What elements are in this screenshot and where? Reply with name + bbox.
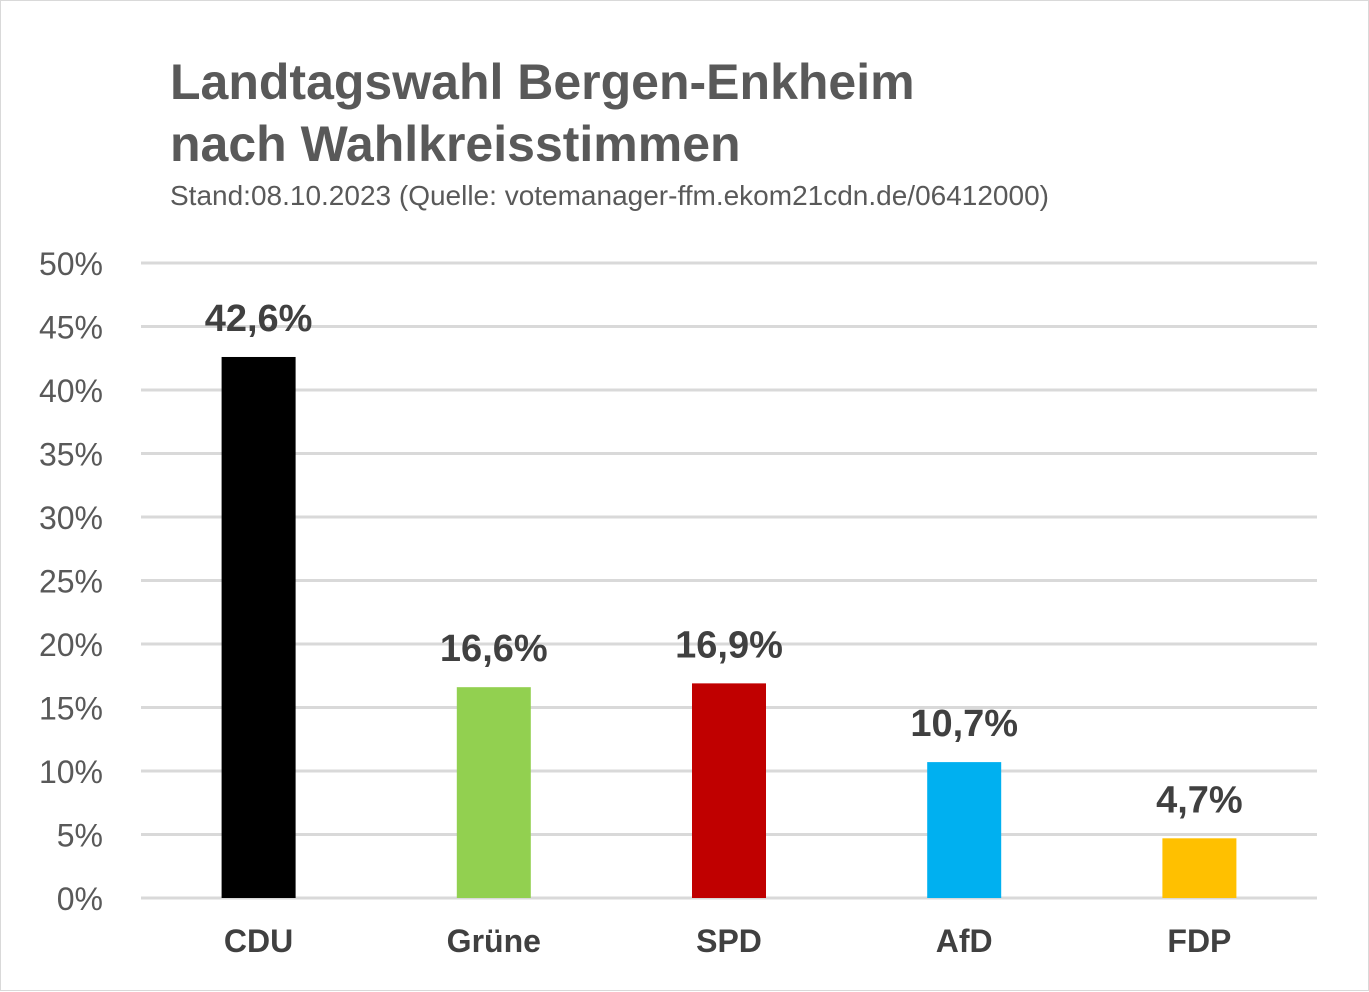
chart-title-line-2: nach Wahlkreisstimmen — [170, 116, 741, 172]
y-tick-label: 50% — [39, 246, 103, 282]
y-tick-label: 5% — [57, 818, 103, 854]
data-label: 10,7% — [910, 703, 1018, 745]
chart-subtitle: Stand:08.10.2023 (Quelle: votemanager-ff… — [170, 180, 1049, 211]
data-label: 42,6% — [205, 298, 313, 340]
y-tick-label: 45% — [39, 310, 103, 346]
bar-spd — [692, 683, 766, 898]
y-tick-label: 0% — [57, 881, 103, 917]
x-tick-label: Grüne — [447, 923, 541, 959]
chart-title-line-1: Landtagswahl Bergen-Enkheim — [170, 54, 915, 110]
x-tick-label: CDU — [224, 923, 293, 959]
x-tick-label: FDP — [1167, 923, 1231, 959]
bar-cdu — [221, 356, 296, 899]
x-tick-label: SPD — [696, 923, 762, 959]
data-label: 16,6% — [440, 628, 548, 670]
y-tick-label: 35% — [39, 437, 103, 473]
y-tick-label: 15% — [39, 691, 103, 727]
y-tick-label: 10% — [39, 754, 103, 790]
y-tick-label: 25% — [39, 564, 103, 600]
bar-gr-ne — [456, 687, 531, 898]
data-label: 16,9% — [675, 624, 783, 666]
y-tick-label: 40% — [39, 373, 103, 409]
data-label: 4,7% — [1156, 779, 1243, 821]
chart-title: Landtagswahl Bergen-Enkheim nach Wahlkre… — [170, 51, 915, 175]
y-tick-label: 30% — [39, 500, 103, 536]
bar-fdp — [1162, 838, 1237, 898]
x-tick-label: AfD — [936, 923, 993, 959]
y-tick-label: 20% — [39, 627, 103, 663]
bar-afd — [927, 762, 1002, 898]
